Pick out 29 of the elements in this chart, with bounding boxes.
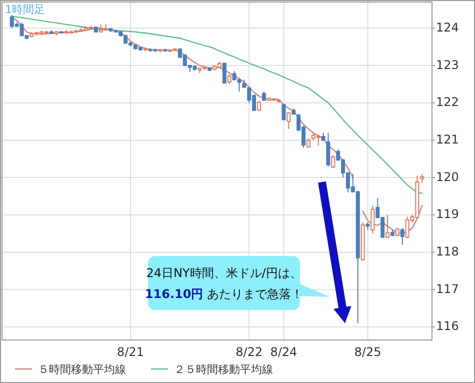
y-tick-label: 121 bbox=[436, 132, 459, 146]
y-tick-label: 124 bbox=[436, 20, 459, 34]
x-tick-label: 8/24 bbox=[270, 345, 298, 359]
x-tick-label: 8/25 bbox=[354, 345, 382, 359]
y-tick-label: 120 bbox=[436, 170, 459, 184]
chart-title: 1時間足 bbox=[5, 3, 45, 16]
y-tick-label: 117 bbox=[436, 282, 459, 296]
y-tick-label: 118 bbox=[436, 244, 459, 259]
candlestick bbox=[222, 62, 226, 84]
candlestick bbox=[262, 91, 266, 102]
candlestick bbox=[326, 132, 330, 167]
candlestick bbox=[420, 173, 424, 184]
line-series bbox=[11, 16, 423, 194]
candlestick bbox=[370, 205, 375, 234]
candlestick bbox=[227, 74, 232, 85]
x-tick-label: 8/21 bbox=[117, 345, 144, 359]
legend-label: ２５時間移動平均線 bbox=[174, 363, 273, 376]
candlestick bbox=[400, 227, 404, 246]
candlestick bbox=[331, 154, 336, 169]
candlestick bbox=[282, 103, 286, 121]
y-tick-label: 116 bbox=[436, 319, 459, 334]
y-tick-label: 119 bbox=[436, 207, 459, 222]
annotation: 24日NY時間、米ドル/円は、 116.10円 あたりまで急落！ bbox=[144, 266, 304, 301]
y-tick-label: 123 bbox=[436, 58, 459, 72]
candlestick bbox=[386, 214, 390, 239]
candlestick bbox=[286, 112, 291, 130]
x-tick-label: 8/22 bbox=[236, 345, 263, 359]
legend-label: ５時間移動平均線 bbox=[38, 363, 126, 376]
y-tick-label: 122 bbox=[436, 95, 459, 110]
